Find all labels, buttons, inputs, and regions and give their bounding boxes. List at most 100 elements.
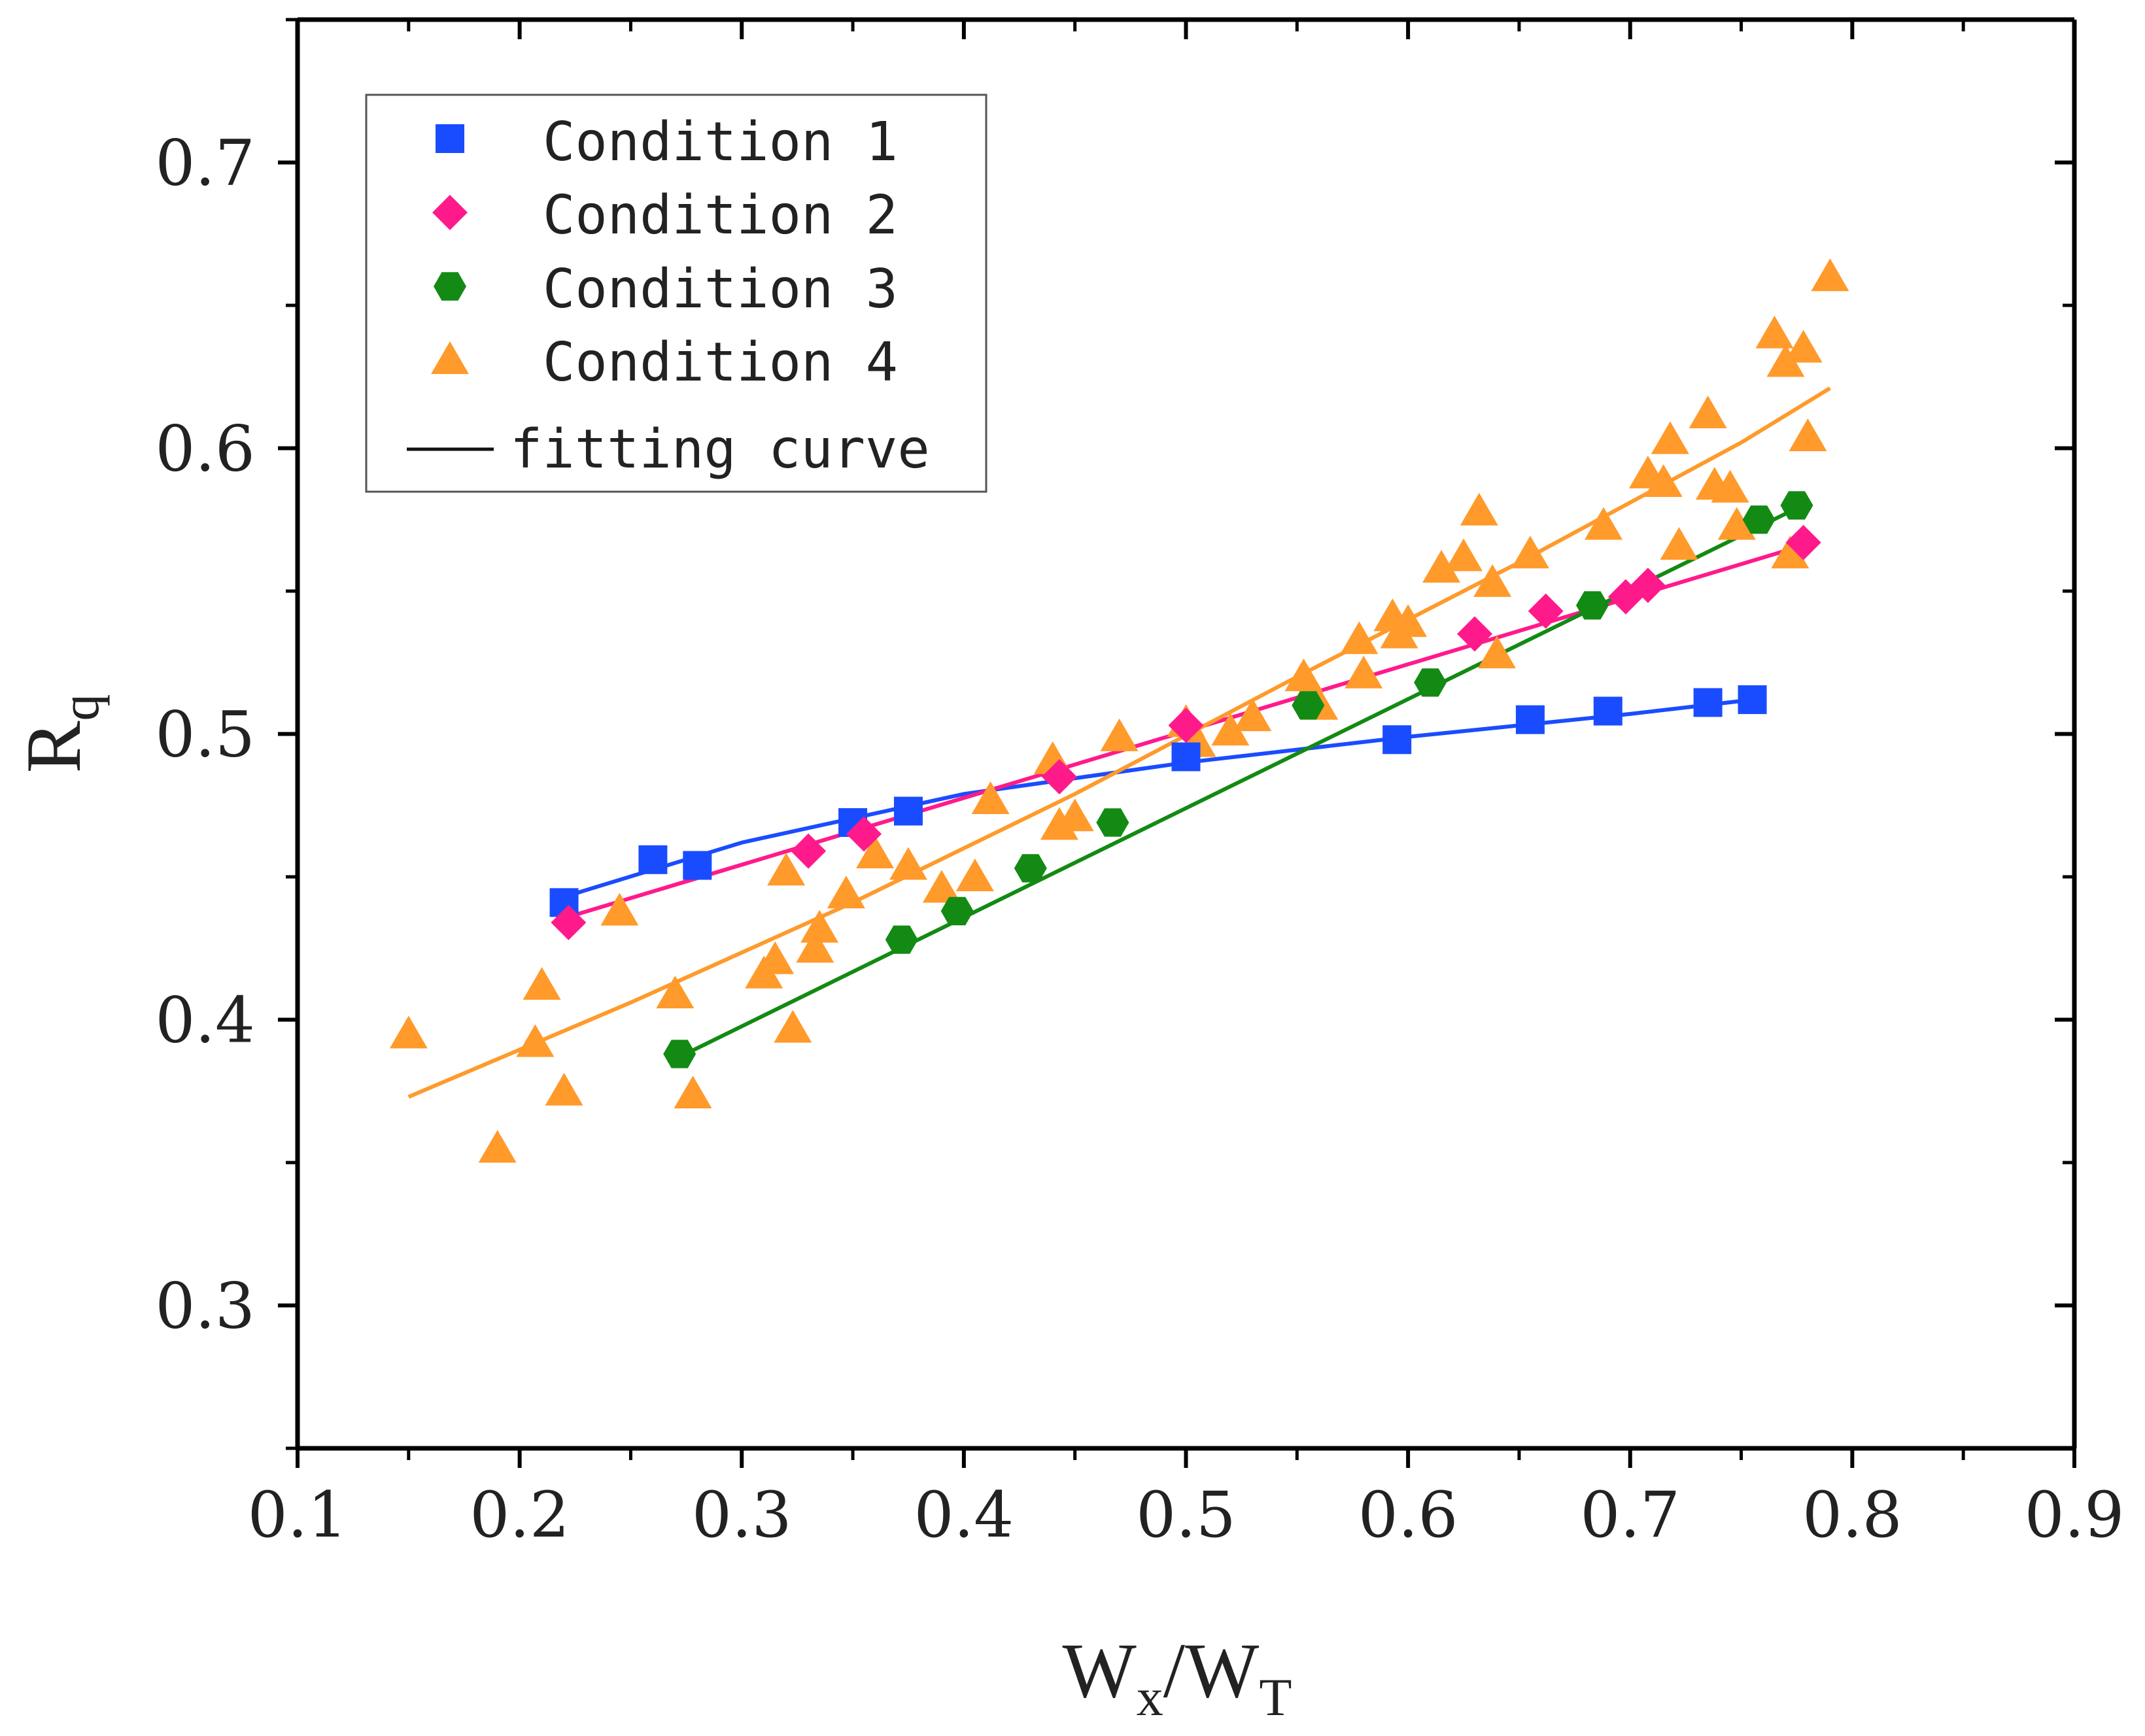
data-point-condition-4 [1755,315,1794,349]
data-point-condition-1 [683,851,712,880]
data-point-condition-3 [1742,505,1776,534]
data-point-condition-4 [516,1024,555,1057]
data-point-condition-4 [767,853,806,886]
fit-line-condition-3 [678,506,1798,1059]
data-point-condition-4 [1284,658,1323,692]
x-tick-label: 0.6 [1358,1478,1458,1552]
data-point-condition-2 [1041,759,1077,795]
data-point-condition-4 [1473,564,1512,597]
data-point-condition-4 [1717,507,1756,540]
legend-label-condition-3: Condition 3 [543,258,898,320]
data-point-condition-4 [800,910,839,943]
y-tick-label: 0.7 [155,127,255,200]
data-point-condition-4 [1789,418,1827,452]
data-point-condition-4 [1345,655,1383,689]
data-point-condition-3 [1292,691,1325,720]
data-point-condition-3 [940,896,974,926]
data-point-condition-4 [1340,621,1379,655]
data-point-condition-4 [1711,469,1749,503]
x-axis-title-sub1: x [1137,1667,1163,1727]
legend-markers [431,124,469,374]
svg-text:Wx/WT: Wx/WT [1063,1627,1292,1727]
data-point-condition-2 [1168,707,1204,743]
x-tick-label: 0.2 [470,1478,570,1552]
data-point-condition-4 [1389,604,1428,638]
data-point-condition-4 [1811,258,1849,292]
data-point-condition-4 [1660,527,1698,560]
data-point-condition-4 [1055,798,1094,832]
data-point-condition-4 [774,1010,812,1043]
data-point-condition-4 [656,976,695,1009]
data-point-condition-3 [1576,591,1609,620]
legend-marker-condition-4 [431,341,469,374]
data-point-condition-3 [663,1040,696,1068]
data-point-condition-4 [478,1130,517,1163]
data-point-condition-2 [1785,524,1821,560]
data-point-condition-4 [674,1076,712,1109]
data-point-condition-2 [1630,568,1666,604]
fit-line-condition-1 [563,698,1753,899]
x-tick-label: 0.3 [692,1478,792,1552]
data-point-condition-4 [1511,536,1549,569]
data-point-condition-3 [1096,808,1129,837]
y-tick-label: 0.6 [155,413,255,486]
x-tick-label: 0.7 [1580,1478,1680,1552]
data-point-condition-4 [1477,636,1516,669]
y-tick-label: 0.3 [155,1270,255,1343]
data-point-condition-3 [1780,491,1813,520]
data-point-condition-2 [846,816,882,852]
data-point-condition-4 [1422,550,1461,583]
data-point-condition-4 [523,967,561,1000]
data-point-condition-4 [1584,507,1622,540]
data-point-condition-4 [756,941,795,974]
legend-label-fitting-curve: fitting curve [510,418,930,481]
data-point-condition-3 [1014,854,1047,883]
y-axis-title: Rq [10,694,110,773]
data-point-condition-2 [1457,616,1493,652]
data-point-condition-4 [889,847,927,880]
data-point-condition-4 [389,1015,428,1049]
y-axis-title-sub: q [50,694,110,721]
data-point-condition-4 [545,1072,583,1106]
data-point-condition-4 [1445,538,1483,571]
data-point-condition-1 [1171,742,1201,772]
data-point-condition-1 [1593,696,1622,726]
x-axis-title-main: W [1063,1627,1137,1714]
legend-label-condition-1: Condition 1 [543,111,898,173]
data-point-condition-1 [1738,685,1767,715]
data-point-condition-4 [1460,492,1498,526]
data-point-condition-4 [1644,464,1683,497]
axis-ticks: 0.1 0.2 0.3 0.4 0.5 0.6 0.7 0.8 0.9 0.3 0.4 0.5 0.6 0… [155,18,2124,1552]
data-point-condition-1 [1693,688,1723,717]
data-point-condition-3 [1414,668,1447,697]
data-point-condition-4 [1040,807,1078,840]
data-point-condition-4 [971,781,1010,815]
legend-label-condition-2: Condition 2 [543,184,898,247]
x-axis-title: Wx/WT [1063,1627,1292,1727]
legend: Condition 1 Condition 2 Condition 3 Cond… [365,94,987,493]
data-point-condition-4 [600,893,639,926]
data-point-condition-3 [885,925,918,954]
data-point-condition-4 [922,870,961,903]
data-point-condition-4 [827,876,865,909]
data-markers [389,258,1849,1163]
data-point-condition-4 [1651,421,1689,454]
y-tick-label: 0.4 [155,984,255,1057]
data-point-condition-1 [1515,705,1545,734]
legend-marker-condition-2 [432,195,468,230]
x-tick-label: 0.8 [1802,1478,1902,1552]
data-point-condition-4 [1689,396,1727,429]
data-point-condition-1 [1382,725,1412,755]
data-point-condition-4 [796,930,834,963]
legend-label-condition-4: Condition 4 [543,332,898,394]
x-tick-label: 0.1 [248,1478,348,1552]
data-point-condition-4 [1100,718,1139,751]
data-point-condition-4 [1211,713,1250,746]
svg-text:Rq: Rq [10,694,110,773]
data-point-condition-4 [1784,330,1823,363]
data-point-condition-2 [551,904,587,940]
data-point-condition-2 [1528,593,1564,629]
legend-marker-condition-3 [434,272,466,301]
x-axis-title-sub2: T [1259,1667,1292,1727]
